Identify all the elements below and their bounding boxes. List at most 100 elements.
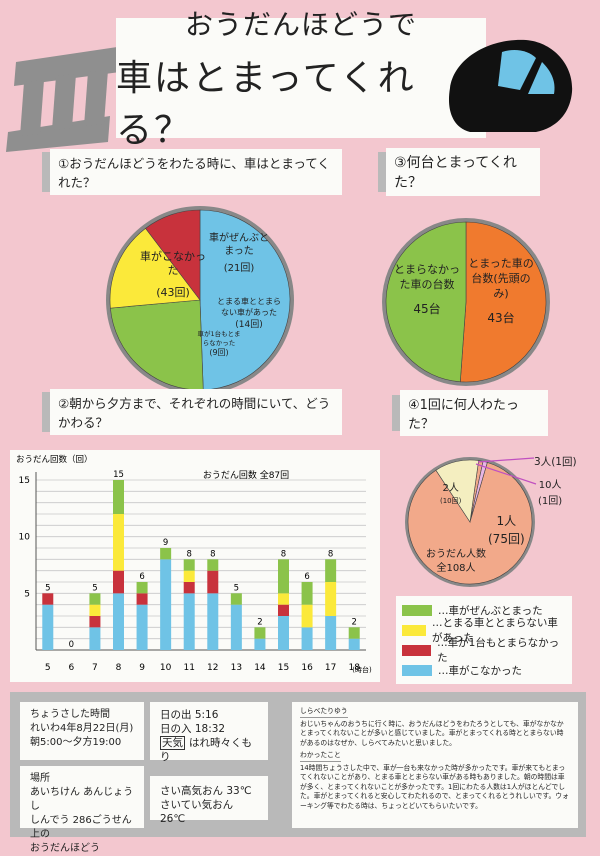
q4-leader-3 [477,457,535,463]
q4-3-count: (1回) [551,456,577,468]
bar-total-label: 9 [163,538,168,548]
bar-segment [348,627,360,639]
bar-chart-xtick: 16 [301,663,313,673]
bar-total-label: 6 [304,572,309,582]
bar-segment [113,593,124,650]
temp-min: さいてい気おん 26℃ [160,799,234,825]
q1-slice-label-blue: 車がこなかった (43回) [138,250,208,300]
bar-chart-xtick: 11 [183,663,194,673]
q4-1-label: 1人 [496,514,517,528]
legend-label: …車が1台もとまらなかった [437,637,560,664]
bar-segment [42,593,54,605]
legend-swatch [402,604,432,616]
bar-total-label: 5 [92,583,97,593]
bar-chart-ytick: 5 [24,589,30,599]
bar-segment [183,582,195,594]
place-box: 場所 あいちけん あんじょうし しんでう 286ごうせん上の おうだんほどう [20,766,144,854]
q1-pie-slice-1 [110,299,204,391]
legend-swatch [402,624,426,636]
bar-segment [113,514,124,571]
bar-segment [136,582,148,594]
q1-pie-slice-0 [199,209,291,391]
bar-segment [183,559,195,571]
q4-label-2: 2人 (10回) [440,482,461,508]
legend-item: …とまる車ととまらない車があった [402,617,566,644]
bar-chart-xtick: 7 [92,663,98,673]
bar-segment [160,559,172,650]
reason-title: しらべたりゆう [300,707,348,718]
q1-slice-label-yellow: とまる車ととまらない車があった (14回) [214,296,284,331]
bar-chart-ylabel: おうだん回数（回） [16,454,93,465]
bar-segment [183,593,195,650]
q3-orange-count: 45台 [413,302,441,316]
legend-label: …車がこなかった [438,664,522,677]
bar-segment [325,582,337,616]
place-line-2: しんでう 286ごうせん上の [30,815,132,840]
bar-chart-xtick: 10 [160,663,172,673]
bar-segment [207,593,219,650]
reason-text: おじいちゃんのおうちに行く時に、おうだんほどうをわたろうとしても、車がなかなかと… [300,719,564,747]
bar-segment [348,638,360,650]
q1-red-label: 車が1台もとまらなかった [197,330,241,347]
bar-segment [207,570,219,594]
bar-segment [89,604,101,616]
q1-pie-slice-2 [109,227,201,309]
q3-label: ③何台とまってくれた？ [386,148,540,196]
bar-total-label: 8 [328,549,333,559]
title-panel: おうだんほどうで 車はとまってくれる？ [116,8,486,151]
title-line-1: おうだんほどうで [184,8,417,41]
bar-segment [183,570,195,582]
bar-chart-xtick: 8 [116,663,122,673]
q4-label-10: 10人 (1回) [538,478,562,510]
q4-10-label: 10人 [538,480,562,491]
survey-time-title: ちょうさした時間 [30,709,110,720]
car-illustration [448,39,573,132]
bar-segment [325,559,337,582]
legend-label: …車がぜんぶとまった [438,604,543,617]
sunrise: 日の出 5:16 [160,709,219,721]
bar-segment [230,604,242,650]
bar-total-label: 8 [210,549,215,559]
place-line-1: あいちけん あんじょうし [30,787,134,812]
bar-total-label: 2 [352,617,357,627]
legend-swatch [402,664,432,676]
q1-green-label: 車がぜんぶとまった [209,233,269,257]
notes-box: しらべたりゆう おじいちゃんのおうちに行く時に、おうだんほどうをわたろうとしても… [292,702,578,828]
q1-pie-chart [106,206,294,394]
bar-segment [301,627,313,650]
place-title: 場所 [30,773,50,784]
q4-pie-slice-2 [407,462,533,585]
q1-blue-label: 車がこなかった [140,250,206,277]
bar-chart-xtick: 5 [45,663,51,673]
q3-label-panel: ③何台とまってくれた？ [378,148,540,196]
survey-time-box: ちょうさした時間 れいわ4年8月22日(月) 朝5:00～夕方19:00 [20,702,144,760]
bar-chart-xtick: 9 [139,663,145,673]
bar-chart-xtick: 6 [68,663,74,673]
bar-chart-xtick: 12 [207,663,218,673]
title-line-2: 車はとまってくれる？ [116,58,416,151]
bar-total-label: 2 [257,617,262,627]
bar-chart-title: おうだん回数 全87回 [203,469,289,481]
legend-label: …とまる車ととまらない車があった [431,617,558,644]
bar-segment [113,480,124,514]
bar-segment [207,559,219,571]
q3-orange-label: とまらなかった車の台数 [394,263,460,291]
q4-total-value: 全108人 [436,563,476,574]
bar-chart-xtick: 18 [348,663,360,673]
bar-chart-xunit: (時台) [352,665,372,674]
bar-total-label: 0 [69,640,74,650]
bar-total-label: 5 [45,583,50,593]
bar-segment [301,582,313,605]
bar-total-label: 15 [113,470,124,480]
q2-label: ②朝から夕方まで、それぞれの時間にいて、どうかわる？ [50,389,342,435]
bar-chart-xtick: 15 [278,663,289,673]
bar-total-label: 8 [187,549,192,559]
legend-item: …車がこなかった [402,660,566,680]
temp-max: さい高気おん 33℃ [160,785,252,797]
bar-segment [89,593,101,605]
weather-label: 天気 [160,736,185,750]
bar-total-label: 5 [234,583,239,593]
q4-2-count: (10回) [440,497,462,505]
q4-leader-10 [475,463,537,485]
q4-1-count: (75回) [488,532,525,546]
